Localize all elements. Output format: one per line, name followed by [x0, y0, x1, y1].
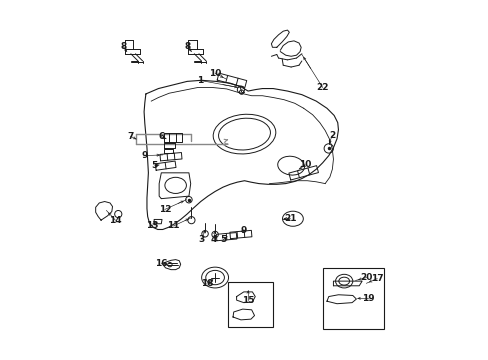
Text: 10: 10	[299, 161, 311, 170]
Text: 22: 22	[316, 83, 328, 92]
Text: 18: 18	[200, 279, 213, 288]
Text: 10: 10	[208, 69, 221, 78]
Text: 1: 1	[196, 76, 203, 85]
Text: 9: 9	[142, 151, 148, 160]
Text: 12: 12	[158, 205, 171, 214]
Text: 17: 17	[370, 274, 383, 283]
Text: 19: 19	[361, 294, 374, 303]
Text: 14: 14	[109, 216, 122, 225]
Text: 8: 8	[184, 42, 191, 51]
Text: 8: 8	[120, 42, 126, 51]
Text: 13: 13	[145, 221, 158, 230]
Text: 11: 11	[167, 221, 180, 230]
Text: 21: 21	[284, 214, 296, 223]
Text: 2: 2	[328, 131, 335, 140]
Text: 3: 3	[198, 235, 204, 244]
Text: 15: 15	[242, 296, 254, 305]
Text: 5: 5	[151, 161, 158, 170]
Text: 5: 5	[220, 235, 225, 244]
Text: 9: 9	[240, 226, 246, 235]
Text: 4: 4	[210, 235, 217, 244]
Text: 7: 7	[127, 132, 133, 141]
Text: 6: 6	[158, 132, 164, 141]
Text: 16: 16	[155, 259, 167, 268]
Text: 20: 20	[360, 273, 372, 282]
